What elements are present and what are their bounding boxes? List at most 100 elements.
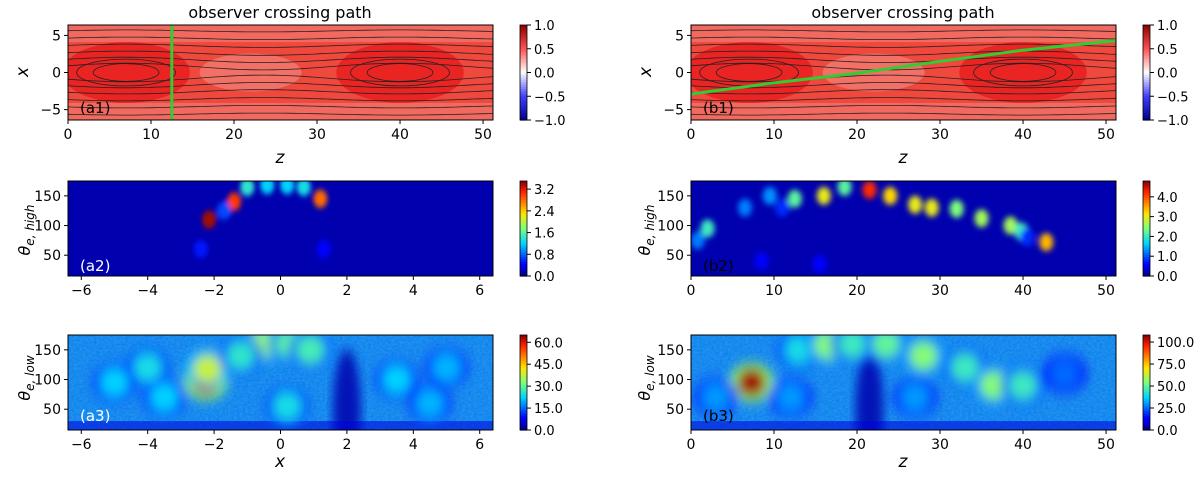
x-tick-label: 6: [475, 437, 484, 453]
colorbar-tick-label: 1.0: [1157, 250, 1178, 265]
field-line: [68, 56, 493, 63]
field-line: [691, 89, 1116, 95]
panel-b3-ylabel: θe, low: [635, 355, 657, 400]
x-tick-label: 50: [1097, 437, 1115, 453]
y-tick-label: 150: [34, 189, 61, 205]
colorbar-segment: [520, 346, 527, 350]
hot-spot: [193, 354, 222, 383]
colorbar-tick-label: 1.6: [534, 227, 555, 242]
x-tick-label: 0: [687, 283, 696, 299]
colorbar-segment: [520, 259, 527, 263]
hot-spot: [762, 186, 777, 205]
colorbar-segment: [1143, 358, 1150, 362]
colorbar-tick-label: −1.0: [534, 114, 566, 129]
colorbar-segment: [520, 344, 527, 348]
x-tick-label: 4: [409, 437, 418, 453]
panel-b2-plot: 0 10 20 30 40 50 50 100 150 4.0 3.0 2.0 1.0 0.0: [657, 180, 1178, 299]
colorbar-segment: [1143, 408, 1150, 412]
x-tick-label: 0: [687, 437, 696, 453]
colorbar-segment: [520, 245, 527, 249]
colorbar-segment: [1143, 93, 1150, 97]
colorbar-segment: [1143, 117, 1150, 121]
colorbar-segment: [1143, 101, 1150, 104]
hot-spot: [316, 240, 331, 259]
panel-a2: −6 −4 −2 0 2 4 6 50 100 150 3.2 2.4 1.6 0.8 0.0 (a2) θ…: [15, 180, 555, 299]
colorbar-segment: [1143, 25, 1150, 28]
x-tick-label: 2: [342, 437, 351, 453]
panel-b1-title: observer crossing path: [811, 3, 994, 22]
colorbar-segment: [1143, 242, 1150, 246]
panel-a1-xlabel: z: [275, 148, 286, 168]
colorbar-segment: [520, 356, 527, 360]
x-point-region: [822, 53, 925, 92]
panel-a3-plot: −6 −4 −2 0 2 4 6 50 100 150 60.0 45.0 30.0 15.0 0.0: [34, 334, 563, 453]
colorbar-tick-label: 0.8: [534, 248, 555, 263]
hot-spots-a3: [92, 335, 469, 426]
colorbar-segment: [1143, 389, 1150, 393]
field-line: [691, 97, 1116, 102]
colorbar-segment: [520, 394, 527, 398]
colorbar-tick-label: 100.0: [1157, 336, 1194, 351]
colorbar-segment: [1143, 363, 1150, 367]
colorbar-tick-label: 0.0: [534, 67, 555, 82]
colorbar-segment: [520, 233, 527, 237]
hot-spot: [240, 181, 255, 196]
hot-spot: [313, 189, 328, 208]
colorbar-segment: [520, 411, 527, 414]
colorbar-a1: 1.0 0.5 0.0 −0.5 −1.0: [519, 19, 566, 129]
y-tick-label: 100: [657, 219, 684, 235]
colorbar-segment: [520, 105, 527, 109]
x-tick-label: 10: [765, 437, 783, 453]
observer-crossing-path: [690, 39, 1117, 96]
colorbar-segment: [1143, 77, 1150, 81]
hot-spot: [924, 198, 939, 217]
colorbar-segment: [520, 384, 527, 388]
field-line: [691, 105, 1116, 109]
colorbar-segment: [1143, 204, 1150, 208]
colorbar-segment: [520, 408, 527, 412]
panel-a1-label: (a1): [80, 99, 110, 117]
hot-spots-b3: [693, 335, 1087, 417]
x-tick-label: 10: [765, 283, 783, 299]
colorbar-segment: [520, 257, 527, 260]
colorbar-segment: [1143, 335, 1150, 338]
x-tick-label: 40: [1014, 283, 1032, 299]
y-tick-label: 0: [675, 66, 684, 82]
colorbar-segment: [1143, 207, 1150, 211]
colorbar-tick-label: 0.5: [534, 43, 555, 58]
colorbar-segment: [1143, 223, 1150, 227]
colorbar-segment: [1143, 219, 1150, 222]
hot-spot: [901, 383, 930, 412]
y-tick-label: 150: [657, 343, 684, 359]
colorbar-segment: [520, 228, 527, 232]
colorbar-segment: [1143, 337, 1150, 341]
colorbar-segment: [520, 110, 527, 114]
hot-spot: [202, 210, 217, 229]
hot-spot: [217, 201, 232, 220]
colorbar-segment: [520, 240, 527, 244]
x-tick-label: 4: [409, 283, 418, 299]
colorbar-segment: [1143, 427, 1150, 431]
colorbar-segment: [520, 382, 527, 386]
colorbar-segment: [520, 55, 527, 59]
colorbar-segment: [520, 252, 527, 256]
plot-area-b3: [691, 335, 1116, 430]
colorbar-segment: [1143, 211, 1150, 215]
hot-spot: [701, 383, 730, 412]
colorbar-segment: [1143, 91, 1150, 95]
colorbar-segment: [1143, 377, 1150, 381]
colorbar-segment: [1143, 190, 1150, 194]
x-tick-label: 40: [1014, 127, 1032, 143]
colorbar-segment: [1143, 74, 1150, 78]
hot-spot: [837, 181, 852, 196]
colorbar-segment: [1143, 96, 1150, 100]
colorbar-segment: [520, 46, 527, 50]
hot-spot: [908, 195, 923, 214]
plot-area-a1: [68, 25, 493, 120]
hot-spot: [227, 192, 242, 211]
colorbar-segment: [1143, 349, 1150, 353]
panel-b3-label: (b3): [703, 407, 734, 425]
colorbar-segment: [520, 373, 527, 376]
